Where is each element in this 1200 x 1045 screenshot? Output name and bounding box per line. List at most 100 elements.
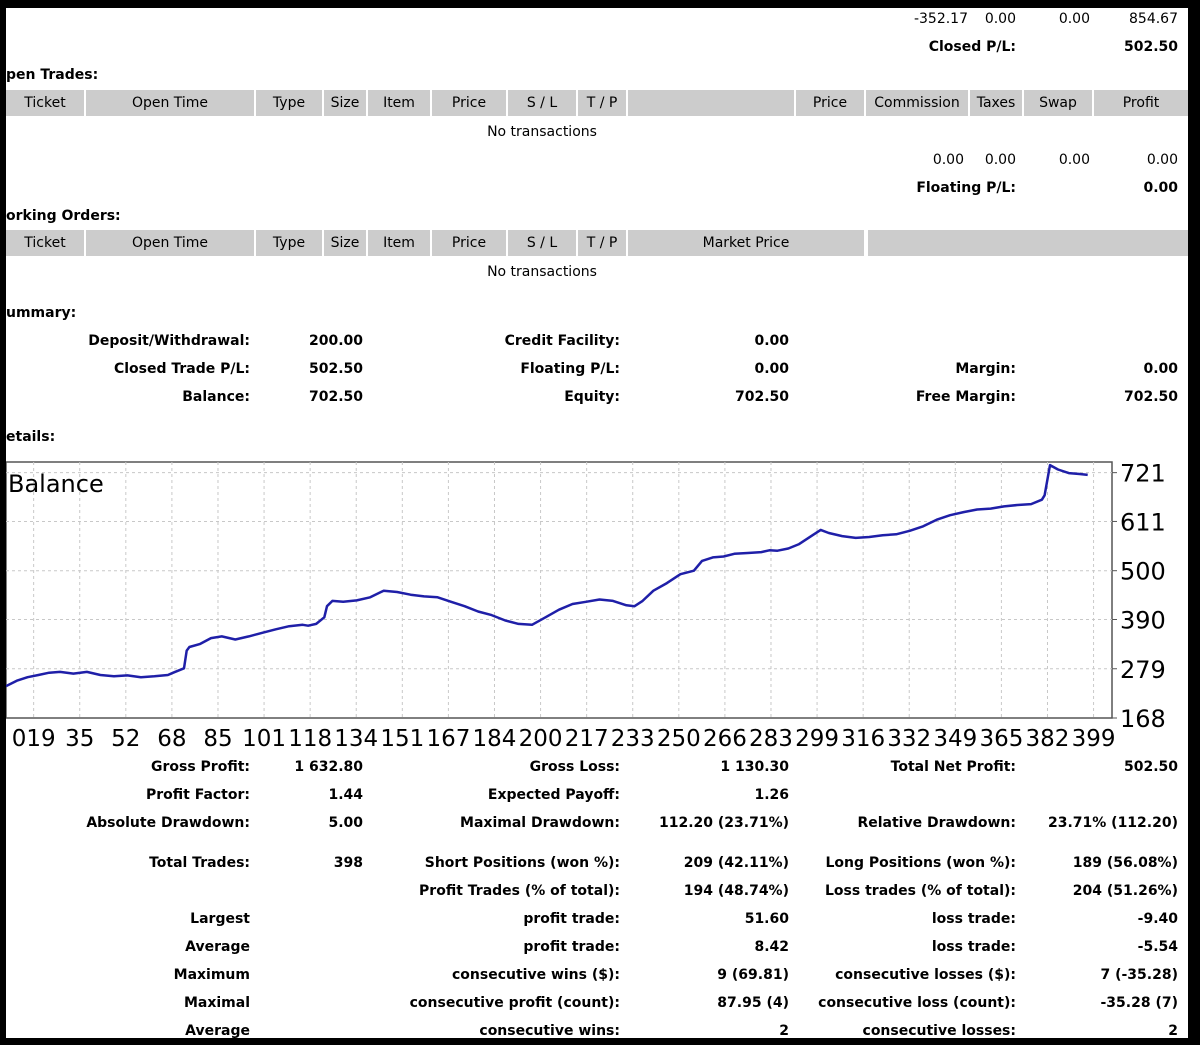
x-tick-label-4: 85 — [203, 726, 232, 750]
balance-series-line-0 — [6, 463, 1088, 688]
average-loss-label: loss trade: — [931, 939, 1016, 955]
average-profit-label: profit trade: — [523, 939, 620, 955]
balance-chart-svg: Balance 721 611 500 390 279 168 019 35 52 68 85 10… — [6, 460, 1166, 752]
loss-trades-value: 204 (51.26%) — [1072, 883, 1178, 899]
summary-floating-label: Floating P/L: — [520, 361, 620, 377]
col-open-time: Open Time — [86, 90, 254, 116]
plot-area — [6, 461, 1113, 719]
chart-grid — [6, 462, 1112, 718]
abs-drawdown-value: 5.00 — [328, 815, 363, 831]
col-blank — [628, 90, 794, 116]
balance-label: Balance: — [182, 389, 250, 405]
y-tick-label-5: 168 — [1120, 705, 1166, 733]
x-tick-label-12: 217 — [565, 726, 609, 750]
closed-trade-label: Closed Trade P/L: — [113, 361, 250, 377]
average-profit-value: 8.42 — [754, 939, 789, 955]
total-net-label: Total Net Profit: — [890, 759, 1016, 775]
largest-loss-label: loss trade: — [931, 911, 1016, 927]
x-tick-label-19: 332 — [887, 726, 931, 750]
open-trades-empty: No transactions — [487, 124, 597, 140]
x-tick-label-3: 68 — [157, 726, 186, 750]
y-tick-label-2: 500 — [1120, 558, 1166, 586]
closed-pl-value: 502.50 — [1123, 39, 1178, 55]
closed-total-1: -352.17 — [913, 11, 968, 27]
avg-cons-losses-value: 2 — [1168, 1023, 1178, 1038]
col-swap: Swap — [1024, 90, 1092, 116]
x-tick-label-21: 365 — [979, 726, 1023, 750]
profit-factor-value: 1.44 — [328, 787, 363, 803]
x-tick-label-9: 167 — [426, 726, 470, 750]
max-cons-losses-value: 7 (-35.28) — [1100, 967, 1178, 983]
open-trades-title: pen Trades: — [6, 67, 99, 83]
free-margin-value: 702.50 — [1123, 389, 1178, 405]
profit-factor-label: Profit Factor: — [145, 787, 250, 803]
wo-col-blank — [868, 230, 1188, 256]
gross-loss-label: Gross Loss: — [529, 759, 620, 775]
y-tick-label-4: 279 — [1120, 656, 1166, 684]
maximal-loss-value: -35.28 (7) — [1100, 995, 1178, 1011]
closed-total-4: 854.67 — [1129, 11, 1178, 27]
x-tick-label-7: 134 — [334, 726, 378, 750]
deposit-label: Deposit/Withdrawal: — [88, 333, 250, 349]
maximal-loss-label: consecutive loss (count): — [818, 995, 1016, 1011]
average-loss-value: -5.54 — [1137, 939, 1178, 955]
wo-col-open-time: Open Time — [86, 230, 254, 256]
maximal-profit-label: consecutive profit (count): — [409, 995, 620, 1011]
max-cons-wins-value: 9 (69.81) — [717, 967, 789, 983]
balance-value: 702.50 — [308, 389, 363, 405]
chart-line-layer — [6, 463, 1088, 688]
open-floating-label: Floating P/L: — [916, 180, 1016, 196]
x-ticks: 019 35 52 68 85 101 118 134 151 167 184 200 217 233 25… — [12, 726, 1116, 752]
wo-col-item: Item — [368, 230, 430, 256]
col-tp: T / P — [578, 90, 626, 116]
closed-trade-value: 502.50 — [308, 361, 363, 377]
margin-label: Margin: — [955, 361, 1016, 377]
x-tick-label-20: 349 — [933, 726, 977, 750]
x-tick-label-2: 52 — [111, 726, 140, 750]
col-price-2: Price — [796, 90, 864, 116]
col-ticket: Ticket — [6, 90, 84, 116]
gross-profit-value: 1 632.80 — [294, 759, 363, 775]
expected-payoff-value: 1.26 — [754, 787, 789, 803]
open-floating-value: 0.00 — [1143, 180, 1178, 196]
details-title: etails: — [6, 429, 56, 445]
total-net-value: 502.50 — [1123, 759, 1178, 775]
col-sl: S / L — [508, 90, 576, 116]
x-tick-label-0: 019 — [12, 726, 56, 750]
closed-total-2: 0.00 — [984, 11, 1016, 27]
expected-payoff-label: Expected Payoff: — [487, 787, 620, 803]
short-positions-label: Short Positions (won %): — [424, 855, 620, 871]
x-tick-label-23: 399 — [1072, 726, 1116, 750]
wo-col-size: Size — [324, 230, 366, 256]
profit-trades-label: Profit Trades (% of total): — [419, 883, 620, 899]
col-taxes: Taxes — [970, 90, 1022, 116]
working-orders-header: Ticket Open Time Type Size Item Price S … — [6, 230, 1188, 256]
max-drawdown-value: 112.20 (23.71%) — [658, 815, 789, 831]
avg-cons-losses-label: consecutive losses: — [862, 1023, 1016, 1038]
balance-chart: Balance 721 611 500 390 279 168 019 35 52 68 85 10… — [6, 460, 1188, 752]
x-tick-label-6: 118 — [288, 726, 332, 750]
x-tick-label-8: 151 — [380, 726, 424, 750]
largest-label: Largest — [190, 911, 250, 927]
working-orders-empty: No transactions — [487, 264, 597, 280]
maximum-label: Maximum — [173, 967, 250, 983]
open-total-1: 0.00 — [932, 152, 964, 168]
col-size: Size — [324, 90, 366, 116]
y-tick-label-0: 721 — [1120, 460, 1166, 488]
col-profit: Profit — [1094, 90, 1188, 116]
col-type: Type — [256, 90, 322, 116]
col-price: Price — [432, 90, 506, 116]
margin-value: 0.00 — [1143, 361, 1178, 377]
x-tick-label-13: 233 — [611, 726, 655, 750]
abs-drawdown-label: Absolute Drawdown: — [86, 815, 250, 831]
y-ticks: 721 611 500 390 279 168 — [1112, 460, 1166, 733]
y-tick-label-1: 611 — [1120, 508, 1166, 536]
closed-total-3: 0.00 — [1058, 11, 1090, 27]
long-positions-label: Long Positions (won %): — [825, 855, 1016, 871]
open-total-3: 0.00 — [1058, 152, 1090, 168]
wo-col-sl: S / L — [508, 230, 576, 256]
total-trades-value: 398 — [333, 855, 363, 871]
summary-floating-value: 0.00 — [754, 361, 789, 377]
avg-cons-wins-label: consecutive wins: — [479, 1023, 620, 1038]
open-trades-header: Ticket Open Time Type Size Item Price S … — [6, 90, 1188, 116]
